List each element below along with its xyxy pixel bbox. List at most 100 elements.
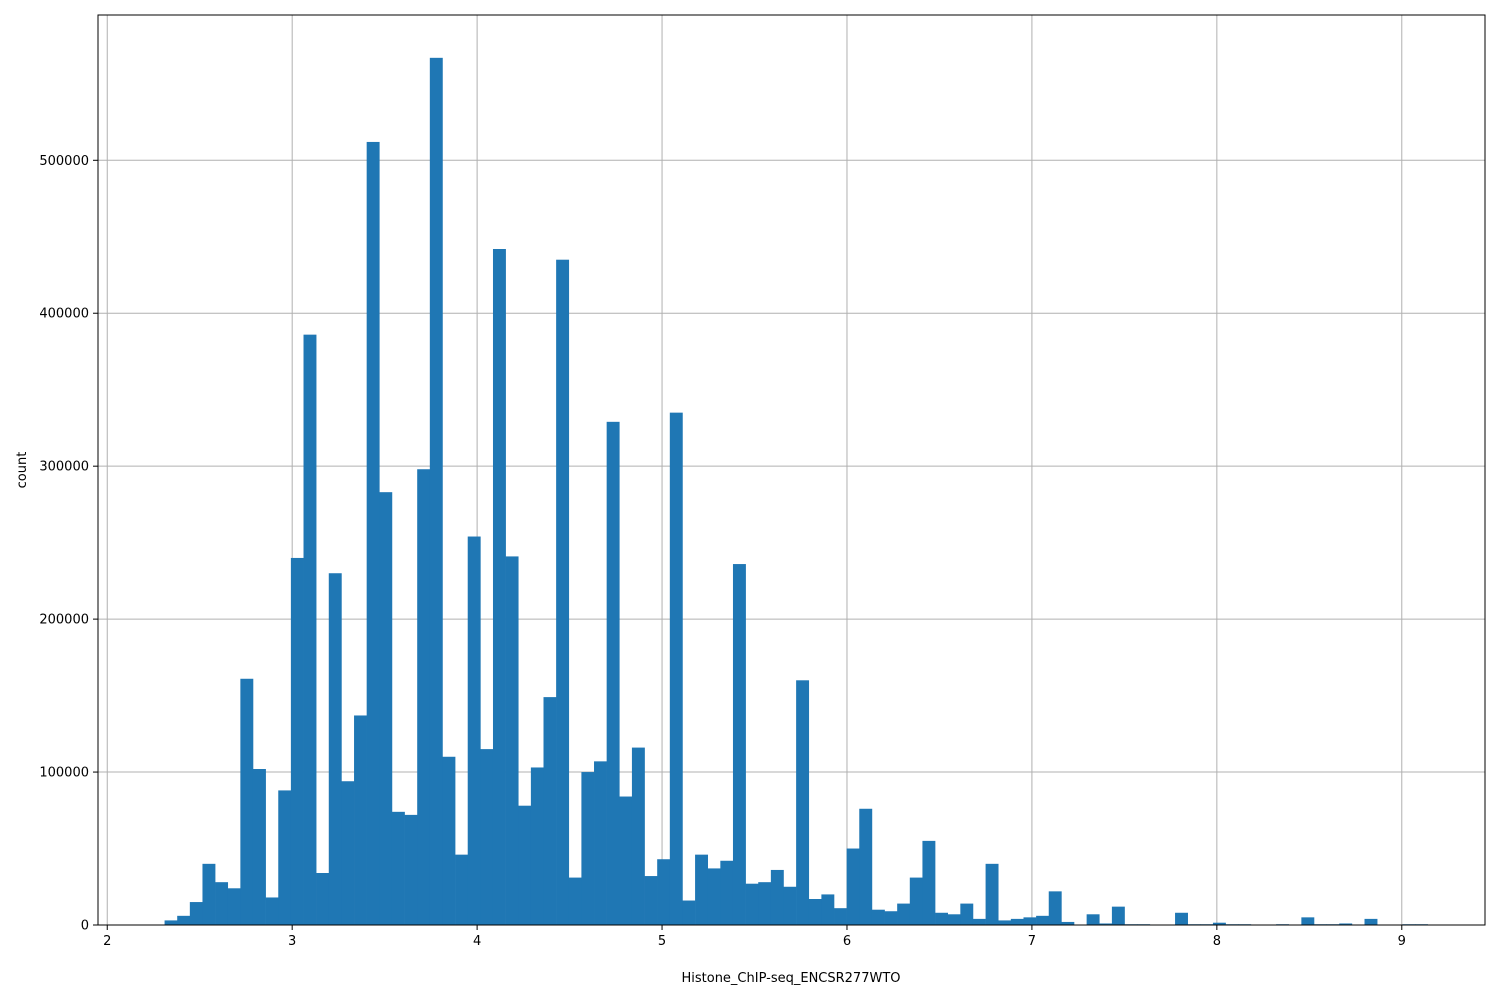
histogram-bar-39 <box>657 859 671 925</box>
histogram-bar-25 <box>480 749 494 925</box>
histogram-bar-33 <box>581 772 595 925</box>
histogram-bar-5 <box>227 888 241 925</box>
x-tick-label-6: 8 <box>1213 934 1221 949</box>
histogram-bar-46 <box>745 883 759 925</box>
histogram-bar-38 <box>644 876 658 925</box>
y-tick-label-0: 0 <box>81 919 89 934</box>
histogram-bar-65 <box>985 863 999 925</box>
histogram-bars <box>164 57 1428 926</box>
histogram-bar-44 <box>720 860 734 925</box>
histogram-bar-7 <box>252 769 266 925</box>
x-tick-label-0: 2 <box>103 934 111 949</box>
histogram-bar-75 <box>1111 906 1125 925</box>
histogram-bar-55 <box>859 808 873 925</box>
histogram-bar-28 <box>518 805 532 925</box>
x-tick-label-7: 9 <box>1398 934 1406 949</box>
histogram-bar-48 <box>770 869 784 925</box>
histogram-bar-73 <box>1086 914 1100 925</box>
histogram-bar-26 <box>492 249 506 925</box>
histogram-bar-83 <box>1212 922 1226 925</box>
histogram-bar-40 <box>669 412 683 925</box>
histogram-bar-10 <box>290 557 304 925</box>
histogram-bar-64 <box>972 918 986 925</box>
histogram-bar-37 <box>631 747 645 925</box>
histogram-bar-21 <box>429 57 443 925</box>
histogram-bar-68 <box>1023 917 1037 925</box>
x-tick-label-3: 5 <box>658 934 666 949</box>
histogram-bar-15 <box>354 715 367 925</box>
histogram-bar-58 <box>897 903 911 925</box>
histogram-bar-4 <box>215 882 229 925</box>
histogram-bar-42 <box>695 854 709 925</box>
histogram-bar-70 <box>1048 891 1062 925</box>
histogram-bar-61 <box>935 912 948 925</box>
histogram-bar-66 <box>998 920 1012 925</box>
y-tick-label-3: 300000 <box>39 460 89 475</box>
histogram-bar-30 <box>543 697 557 925</box>
histogram-bar-43 <box>707 868 721 925</box>
plot-frame <box>97 14 1486 926</box>
histogram-bar-90 <box>1301 917 1315 925</box>
histogram-bar-56 <box>871 909 885 925</box>
histogram-bar-11 <box>303 334 317 925</box>
y-tick-label-4: 400000 <box>39 307 89 322</box>
axis-ticks: 2 3 4 5 6 7 8 9 0 100000 200000 300000 400000 500000 <box>39 154 1406 949</box>
x-axis-label: Histone_ChIP-seq_ENCSR277WTO <box>681 971 900 986</box>
y-tick-label-5: 500000 <box>39 154 89 169</box>
histogram-bar-71 <box>1061 921 1075 925</box>
y-axis-label: count <box>15 452 30 489</box>
x-tick-label-5: 7 <box>1028 934 1036 949</box>
histogram-bar-41 <box>682 900 696 925</box>
histogram-bar-51 <box>808 899 822 925</box>
histogram-bar-1 <box>177 915 191 925</box>
histogram-bar-12 <box>316 873 330 925</box>
histogram-bar-17 <box>379 492 393 925</box>
histogram-bar-22 <box>442 756 456 925</box>
histogram-bar-52 <box>821 894 835 925</box>
histogram-bar-63 <box>960 903 974 925</box>
histogram-bar-67 <box>1010 918 1024 925</box>
histogram-bar-6 <box>240 678 254 925</box>
histogram-bar-2 <box>189 902 203 925</box>
histogram-bar-13 <box>328 573 342 925</box>
x-tick-label-2: 4 <box>473 934 481 949</box>
histogram-bar-95 <box>1364 918 1378 925</box>
histogram-bar-62 <box>947 914 961 925</box>
histogram-bar-31 <box>556 259 570 925</box>
histogram-bar-93 <box>1339 923 1353 925</box>
histogram-bar-8 <box>265 897 279 925</box>
histogram-bar-69 <box>1036 915 1050 925</box>
histogram-bar-16 <box>366 141 380 926</box>
histogram-bar-59 <box>909 877 923 925</box>
histogram-bar-60 <box>922 840 936 925</box>
histogram-bar-34 <box>594 761 607 925</box>
histogram-bar-18 <box>391 811 405 925</box>
histogram-bar-20 <box>417 469 431 925</box>
x-tick-label-4: 6 <box>843 934 851 949</box>
histogram-bar-36 <box>619 796 633 925</box>
y-tick-label-2: 200000 <box>39 613 89 628</box>
histogram-bar-3 <box>202 863 216 925</box>
histogram-bar-27 <box>505 556 519 925</box>
histogram-bar-35 <box>606 421 620 925</box>
histogram-bar-47 <box>758 882 772 925</box>
histogram-bar-45 <box>732 564 746 925</box>
histogram-bar-9 <box>278 790 292 925</box>
y-tick-label-1: 100000 <box>39 766 89 781</box>
histogram-bar-14 <box>341 781 355 925</box>
histogram-bar-0 <box>164 920 178 925</box>
histogram-bar-23 <box>455 854 469 925</box>
histogram-bar-32 <box>568 877 582 925</box>
histogram-bar-74 <box>1099 923 1113 925</box>
histogram-bar-53 <box>834 908 847 925</box>
histogram-bar-50 <box>796 680 810 925</box>
histogram-bar-19 <box>404 814 418 925</box>
histogram-bar-29 <box>530 767 544 925</box>
histogram-bar-57 <box>884 911 898 925</box>
x-tick-label-1: 3 <box>288 934 296 949</box>
histogram-bar-54 <box>846 848 860 925</box>
histogram-bar-24 <box>467 536 481 925</box>
histogram-bar-80 <box>1175 912 1188 925</box>
histogram-bar-49 <box>783 886 797 925</box>
